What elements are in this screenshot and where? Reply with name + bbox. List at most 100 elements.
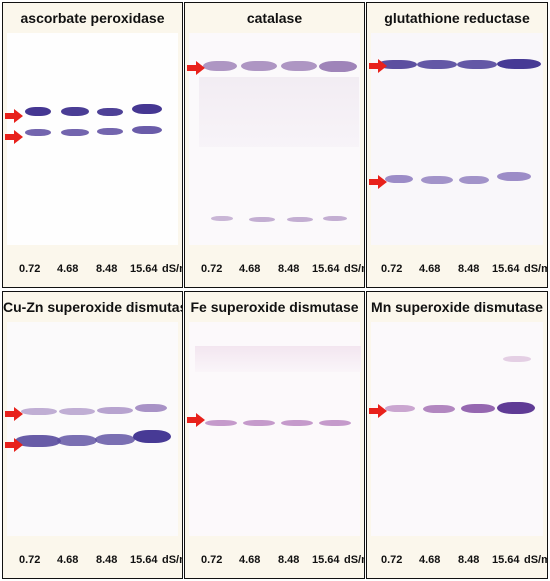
smear	[195, 346, 361, 372]
lane-labels: 0.72 4.68 8.48 15.64 dS/m	[185, 554, 364, 570]
band	[133, 430, 171, 443]
band	[25, 107, 51, 116]
gel-image	[371, 322, 543, 536]
panel-mn-superoxide-dismutase: Mn superoxide dismutase 0.72 4.68 8.48 1…	[366, 291, 548, 579]
lane-labels: 0.72 4.68 8.48 15.64 dS/m	[367, 263, 547, 279]
lane-label: 15.64	[130, 263, 158, 275]
lane-label: 15.64	[312, 263, 340, 275]
panel-title: ascorbate peroxidase	[20, 10, 165, 26]
lane-label: 4.68	[239, 554, 261, 566]
band	[417, 60, 457, 69]
band	[61, 107, 89, 116]
gel-image	[7, 33, 178, 245]
band	[97, 108, 123, 116]
lane-label: 8.48	[458, 263, 480, 275]
band	[497, 172, 531, 181]
lane-label: 8.48	[278, 554, 300, 566]
lane-label: 4.68	[419, 554, 441, 566]
band	[243, 420, 275, 426]
gel-image	[189, 33, 360, 245]
smear	[199, 77, 359, 147]
band	[319, 420, 351, 426]
panel-title: Cu-Zn superoxide dismutase	[3, 299, 183, 315]
unit-label: dS/m	[162, 554, 182, 566]
lane-label: 8.48	[278, 263, 300, 275]
band	[132, 126, 162, 134]
lane-label: 0.72	[381, 554, 403, 566]
band	[97, 128, 123, 135]
unit-label: dS/m	[524, 554, 547, 566]
lane-labels: 0.72 4.68 8.48 15.64 dS/m	[185, 263, 364, 279]
red-arrow-icon	[187, 413, 205, 427]
red-arrow-icon	[369, 175, 387, 189]
band	[61, 129, 89, 136]
band	[15, 435, 61, 447]
band	[281, 61, 317, 71]
lane-label: 4.68	[419, 263, 441, 275]
band	[457, 60, 497, 69]
panel-glutathione-reductase: glutathione reductase 0.72 4.68 8.48 15.…	[366, 2, 548, 288]
red-arrow-icon	[187, 61, 205, 75]
lane-labels: 0.72 4.68 8.48 15.64 dS/m	[3, 554, 182, 570]
red-arrow-icon	[5, 407, 23, 421]
band	[241, 61, 277, 71]
band	[503, 356, 531, 362]
gel-image	[189, 322, 361, 536]
band	[21, 408, 57, 415]
panel-fe-superoxide-dismutase: Fe superoxide dismutase 0.72 4.68 8.48 1…	[184, 291, 365, 579]
panel-ascorbate-peroxidase: ascorbate peroxidase 0.72 4.68 8.48 15.6…	[2, 2, 183, 288]
red-arrow-icon	[5, 130, 23, 144]
red-arrow-icon	[369, 404, 387, 418]
band	[287, 217, 313, 222]
band	[249, 217, 275, 222]
band	[319, 61, 357, 72]
band	[385, 175, 413, 183]
band	[281, 420, 313, 426]
lane-label: 0.72	[201, 263, 223, 275]
band	[421, 176, 453, 184]
band	[203, 61, 237, 71]
lane-labels: 0.72 4.68 8.48 15.64 dS/m	[3, 263, 182, 279]
gel-image	[7, 322, 178, 536]
panel-catalase: catalase 0.72 4.68 8.48 15.64 dS/m	[184, 2, 365, 288]
red-arrow-icon	[5, 438, 23, 452]
panel-title: Mn superoxide dismutase	[371, 299, 543, 315]
lane-label: 8.48	[458, 554, 480, 566]
lane-label: 15.64	[492, 554, 520, 566]
lane-label: 0.72	[19, 554, 41, 566]
band	[211, 216, 233, 221]
lane-label: 15.64	[492, 263, 520, 275]
band	[385, 405, 415, 412]
band	[377, 60, 417, 69]
red-arrow-icon	[369, 59, 387, 73]
band	[497, 402, 535, 414]
band	[25, 129, 51, 136]
band	[423, 405, 455, 413]
band	[461, 404, 495, 413]
lane-label: 4.68	[239, 263, 261, 275]
lane-label: 0.72	[19, 263, 41, 275]
unit-label: dS/m	[162, 263, 182, 275]
panel-title: catalase	[246, 10, 303, 26]
panel-title: Fe superoxide dismutase	[190, 299, 359, 315]
lane-labels: 0.72 4.68 8.48 15.64 dS/m	[367, 554, 547, 570]
band	[135, 404, 167, 412]
band	[95, 434, 135, 445]
unit-label: dS/m	[524, 263, 547, 275]
lane-label: 4.68	[57, 554, 79, 566]
band	[459, 176, 489, 184]
panel-title: glutathione reductase	[384, 10, 530, 26]
lane-label: 0.72	[201, 554, 223, 566]
lane-label: 15.64	[130, 554, 158, 566]
lane-label: 0.72	[381, 263, 403, 275]
band	[497, 59, 541, 69]
panel-cu-zn-superoxide-dismutase: Cu-Zn superoxide dismutase 0.72 4.68 8.4…	[2, 291, 183, 579]
unit-label: dS/m	[344, 554, 364, 566]
band	[97, 407, 133, 414]
lane-label: 8.48	[96, 263, 118, 275]
band	[57, 435, 97, 446]
red-arrow-icon	[5, 109, 23, 123]
band	[323, 216, 347, 221]
band	[59, 408, 95, 415]
